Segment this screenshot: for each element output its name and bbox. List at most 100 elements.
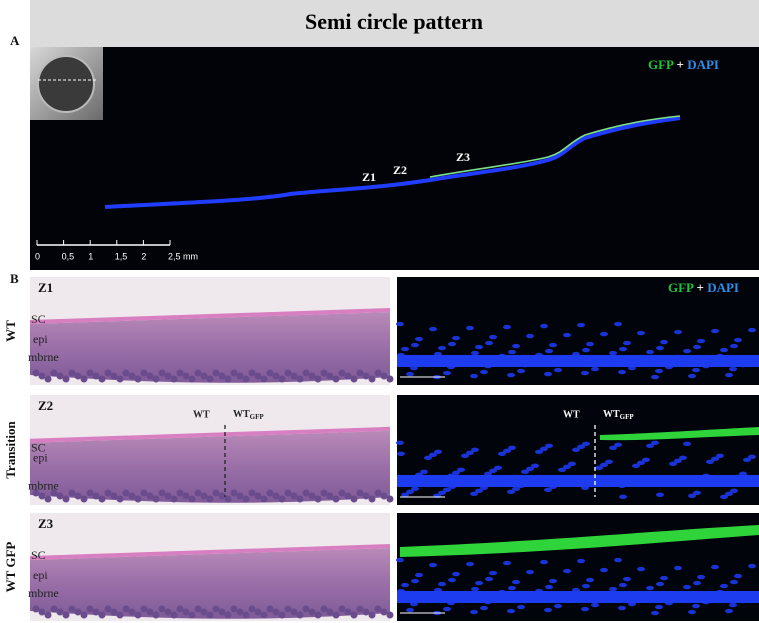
basal-cell — [176, 489, 184, 497]
inset-dish — [37, 55, 95, 113]
nucleus — [540, 559, 548, 565]
nucleus — [674, 329, 682, 335]
basal-cell — [356, 489, 364, 497]
nucleus — [485, 340, 493, 346]
basal-cell — [110, 372, 118, 380]
basal-cell — [182, 492, 190, 500]
basal-cell — [338, 605, 346, 613]
nucleus — [646, 585, 654, 591]
nucleus — [581, 370, 589, 376]
nucleus — [508, 585, 516, 591]
nucleus — [651, 374, 659, 380]
basal-cell — [152, 375, 160, 383]
basal-cell — [332, 375, 340, 383]
nucleus — [582, 441, 590, 446]
nucleus — [438, 490, 446, 495]
nucleus — [609, 445, 617, 450]
nucleus — [697, 338, 705, 344]
basal-cell — [158, 605, 166, 613]
basal-cell — [272, 608, 280, 616]
basal-cell — [170, 375, 178, 383]
nucleus — [642, 457, 650, 462]
basal-cell — [116, 611, 124, 619]
basal-cell — [248, 369, 256, 377]
nucleus — [466, 325, 474, 331]
nucleus — [489, 570, 497, 576]
nucleus — [540, 446, 548, 451]
nucleus — [544, 487, 552, 492]
basal-cell — [188, 375, 196, 383]
nucleus — [508, 349, 516, 355]
basal-cell — [278, 611, 286, 619]
basal-cell — [128, 608, 136, 616]
basal-cell — [314, 611, 322, 619]
nucleus — [531, 463, 539, 468]
nucleus — [660, 339, 668, 345]
nucleus — [748, 563, 756, 569]
panel-label: A — [10, 33, 20, 48]
basal-cell — [320, 489, 328, 497]
nucleus — [420, 469, 428, 474]
basal-cell — [110, 608, 118, 616]
nucleus — [600, 567, 608, 573]
basal-cell — [104, 369, 112, 377]
nucleus — [443, 370, 451, 376]
nucleus — [424, 455, 432, 460]
nucleus — [656, 581, 664, 587]
basal-cell — [296, 495, 304, 503]
nucleus — [656, 492, 664, 497]
nucleus — [452, 571, 460, 577]
basal-cell — [230, 605, 238, 613]
nucleus — [692, 603, 700, 609]
nucleus — [688, 609, 696, 615]
layer-label: epi — [33, 451, 48, 465]
basal-cell — [326, 372, 334, 380]
nucleus — [452, 335, 460, 341]
basal-cell — [266, 605, 274, 613]
nucleus — [693, 490, 701, 495]
basal-cell — [344, 372, 352, 380]
nucleus — [545, 584, 553, 590]
nucleus — [438, 345, 446, 351]
nucleus — [452, 470, 460, 475]
basal-cell — [146, 608, 154, 616]
basal-cell — [386, 611, 394, 619]
basal-cell — [68, 605, 76, 613]
nucleus — [434, 449, 442, 454]
basal-cell — [266, 369, 274, 377]
boundary-label: WTGFP — [603, 409, 634, 420]
zone-label: Z3 — [456, 150, 470, 164]
basal-cell — [98, 611, 106, 619]
nucleus — [443, 487, 451, 492]
nucleus — [729, 366, 737, 372]
basal-cell — [32, 489, 40, 497]
basal-cell — [236, 372, 244, 380]
nucleus — [498, 451, 506, 456]
nucleus — [554, 367, 562, 373]
basal-cell — [170, 495, 178, 503]
basal-cell — [344, 608, 352, 616]
nucleus — [568, 461, 576, 466]
basal-cell — [338, 369, 346, 377]
nucleus — [484, 471, 492, 476]
basal-cell — [38, 372, 46, 380]
nucleus — [711, 328, 719, 334]
scale-label: 2,5 mm — [168, 251, 198, 261]
nucleus — [725, 372, 733, 378]
nucleus — [470, 373, 478, 379]
nucleus — [401, 346, 409, 352]
nucleus — [489, 334, 497, 340]
basal-cell — [134, 611, 142, 619]
basal-cell — [62, 611, 70, 619]
basal-cell — [374, 489, 382, 497]
nucleus — [545, 443, 553, 448]
nucleus — [503, 324, 511, 330]
nucleus — [586, 577, 594, 583]
nucleus — [429, 452, 437, 457]
nucleus — [396, 440, 404, 445]
basal-cell — [86, 369, 94, 377]
basal-cell — [362, 608, 370, 616]
nucleus — [651, 610, 659, 616]
nucleus — [406, 607, 414, 613]
